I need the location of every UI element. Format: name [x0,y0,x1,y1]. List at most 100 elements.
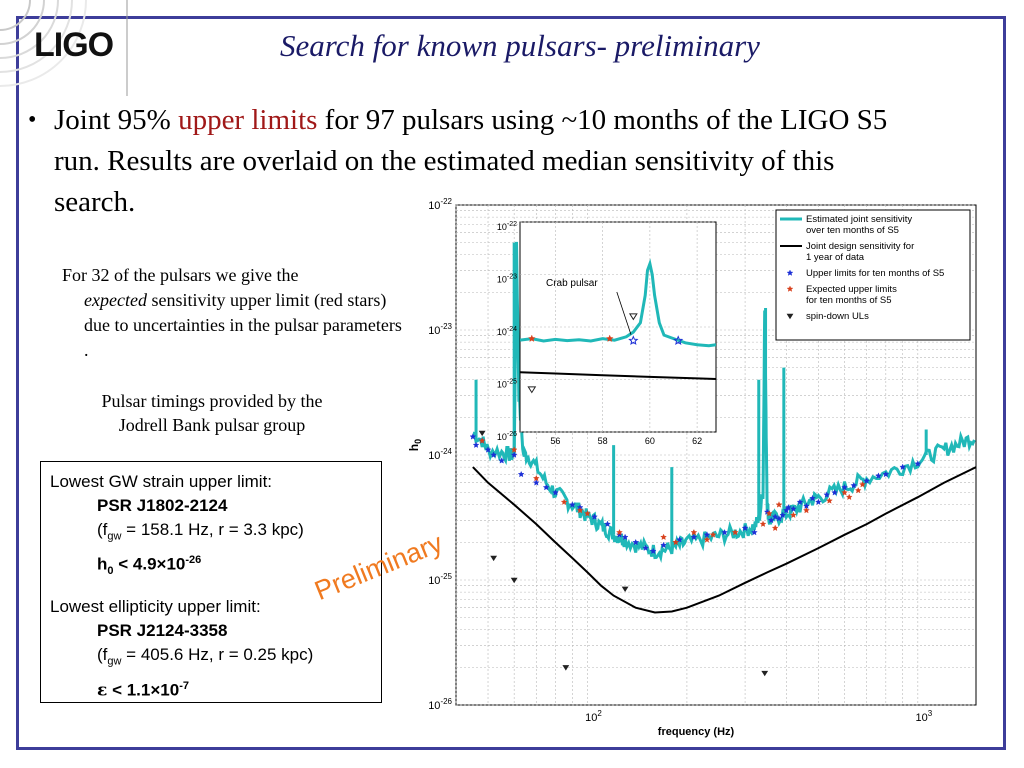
upper-limit-star [875,472,882,479]
strain-limit-value: h0 < 4.9×10-26 [50,548,381,583]
design-sensitivity-line [472,466,976,614]
expected-limit-star [532,474,540,482]
upper-limit-star [796,498,804,505]
expected-limit-star [616,528,623,536]
strain-exp: -26 [185,554,202,567]
expected-note-line1: For 32 of the pulsars we give the [62,265,299,285]
expected-note-italic: expected [84,290,147,310]
x-axis-label: frequency (Hz) [658,726,735,738]
upper-limit-star [616,531,623,538]
expected-limit-star [690,528,698,536]
upper-limit-star [841,483,848,491]
strain-f-rest: = 158.1 Hz, r = 3.3 kpc) [121,520,304,539]
upper-limit-star [831,489,839,496]
expected-limit-star [731,528,739,536]
expected-limit-star [854,486,862,494]
inset-x-tick-label: 56 [550,436,560,446]
upper-limit-star [690,533,698,541]
upper-limit-star [882,470,890,478]
upper-limit-star [632,538,640,546]
upper-limit-star [498,457,505,464]
strain-h-sub: 0 [107,565,114,578]
y-axis-label: h0 [407,439,423,451]
upper-limit-star [591,513,598,520]
upper-limit-star [703,531,711,538]
expected-limit-star [803,506,810,514]
bullet-text-end: for 97 pulsars using ~10 months of the L… [54,104,888,218]
upper-limit-star [779,511,787,519]
upper-limit-star [899,463,907,470]
upper-limit-star [823,491,831,498]
y-tick-label: 10-23 [428,322,452,337]
ligo-logo: LIGO [34,26,114,64]
ellip-exp: -7 [179,679,189,692]
expected-limit-star [759,520,767,527]
inset-y-tick-label: 10-26 [497,431,517,442]
crab-pulsar-pointer [616,291,632,335]
expected-limit-star [560,498,568,505]
ellipticity-pulsar-name: PSR J2124-3358 [97,621,228,641]
spindown-marker [478,430,486,437]
upper-limit-star [532,479,540,486]
inset-x-tick-label: 62 [692,436,702,446]
inset-x-tick-label: 60 [645,436,655,446]
y-tick-label: 10-24 [428,447,452,462]
upper-limit-star [649,547,657,555]
spindown-marker [562,665,570,671]
upper-limit-star [809,494,816,502]
bullet-highlight: upper limits [178,104,318,136]
upper-limit-star [850,481,858,489]
timing-note: Pulsar timings provided by the Jodrell B… [101,391,323,435]
upper-limit-star [914,460,922,467]
expected-limit-star [584,510,591,517]
strain-value: < 4.9×10 [113,555,186,575]
legend-entry-text: 1 year of data [806,252,865,263]
x-tick-label: 102 [585,709,602,724]
upper-limit-star [517,470,525,478]
spindown-marker [761,670,769,677]
expected-limit-star [703,536,711,543]
expected-limit-star [845,493,853,501]
pulsar-limits-chart: 10-22 10-23 10-24 10-25 10-26 102 103 h0 frequen… [407,197,977,738]
inset-spindown-marker [628,313,638,321]
bullet-text-start: Joint 95% [54,104,179,136]
ellipticity-limit-value: ε < 1.1×10-7 [50,674,381,703]
bullet-text: Joint 95% upper limits for 97 pulsars us… [54,100,914,223]
expected-note: For 32 of the pulsars we give the expect… [62,263,402,363]
legend-entry-text: Upper limits for ten months of S5 [806,268,944,279]
slide-title: Search for known pulsars- preliminary [280,28,760,63]
strain-f-sub: gw [107,530,122,543]
inset-upper-limit-star [628,335,639,345]
upper-limit-star [789,505,797,512]
inset-expected-star [527,334,536,342]
legend-star-swatch [786,285,794,292]
expected-limit-star [775,501,783,508]
inset-y-tick-label: 10-25 [497,379,517,390]
legend-entry-text: over ten months of S5 [806,225,899,236]
strain-pulsar-params: (fgw = 158.1 Hz, r = 3.3 kpc) [50,518,381,548]
upper-limit-star [621,533,629,541]
legend-star-swatch [786,269,794,276]
expected-limit-star [709,531,717,538]
upper-limit-star [863,477,871,484]
legend-entry-text: spin-down ULs [806,311,869,322]
corner-decoration [0,0,128,96]
upper-limit-star [469,433,477,440]
bullet-marker: • [28,107,37,133]
strain-pulsar-name: PSR J1802-2124 [97,496,228,515]
upper-limit-star [741,524,749,532]
ellip-f-label: (f [97,645,108,665]
spindown-marker [621,586,629,593]
expected-limit-star [859,481,866,488]
expected-limit-star [841,489,848,496]
upper-limit-star [490,451,498,458]
expected-limit-star [789,511,797,519]
inset-y-tick-label: 10-22 [497,221,517,232]
lowest-limits-box: Lowest GW strain upper limit: PSR J1802-… [40,461,382,703]
legend-box [775,209,971,341]
expected-limit-star [826,497,833,504]
upper-limit-star [568,501,576,508]
upper-limit-star [721,528,728,536]
y-tick-label: 10-22 [428,197,452,212]
legend-entry-text: Estimated joint sensitivity [806,214,912,225]
